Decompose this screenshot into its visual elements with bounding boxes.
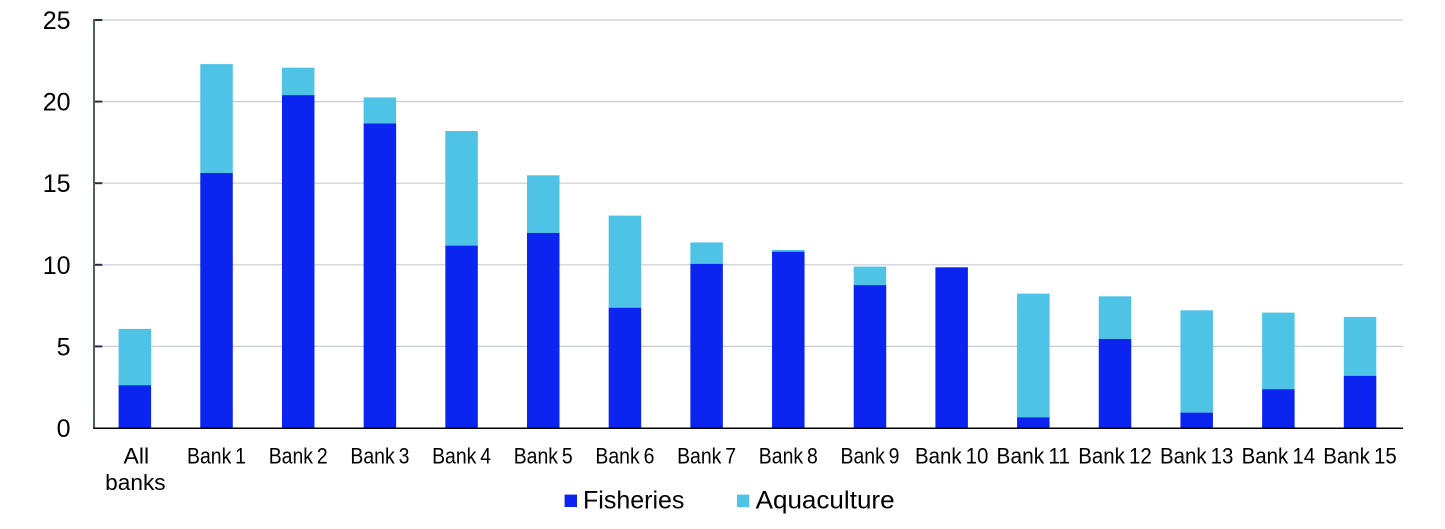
svg-text:Bank 11: Bank 11 (997, 444, 1071, 469)
svg-text:15: 15 (43, 170, 71, 198)
svg-text:Aquaculture: Aquaculture (756, 487, 895, 515)
svg-text:25: 25 (43, 7, 71, 35)
svg-text:Bank 12: Bank 12 (1078, 444, 1152, 469)
svg-text:Bank 3: Bank 3 (350, 444, 409, 469)
svg-text:Bank 1: Bank 1 (187, 444, 246, 469)
svg-text:Bank 15: Bank 15 (1323, 444, 1397, 469)
svg-text:banks: banks (105, 470, 166, 495)
svg-text:Bank 2: Bank 2 (269, 444, 328, 469)
svg-text:Bank 7: Bank 7 (677, 444, 736, 469)
svg-text:Bank 14: Bank 14 (1242, 444, 1316, 469)
svg-text:10: 10 (43, 252, 71, 280)
svg-text:All: All (124, 444, 150, 469)
svg-text:Bank 6: Bank 6 (595, 444, 654, 469)
svg-text:Bank 4: Bank 4 (432, 444, 491, 469)
svg-text:5: 5 (57, 333, 71, 361)
svg-text:Bank 9: Bank 9 (841, 444, 900, 469)
svg-text:0: 0 (57, 415, 71, 443)
svg-text:Bank 5: Bank 5 (514, 444, 573, 469)
svg-text:Bank 10: Bank 10 (915, 444, 989, 469)
svg-text:Bank 13: Bank 13 (1160, 444, 1234, 469)
svg-text:Bank 8: Bank 8 (759, 444, 818, 469)
svg-text:20: 20 (43, 89, 71, 117)
svg-text:Fisheries: Fisheries (583, 487, 684, 515)
